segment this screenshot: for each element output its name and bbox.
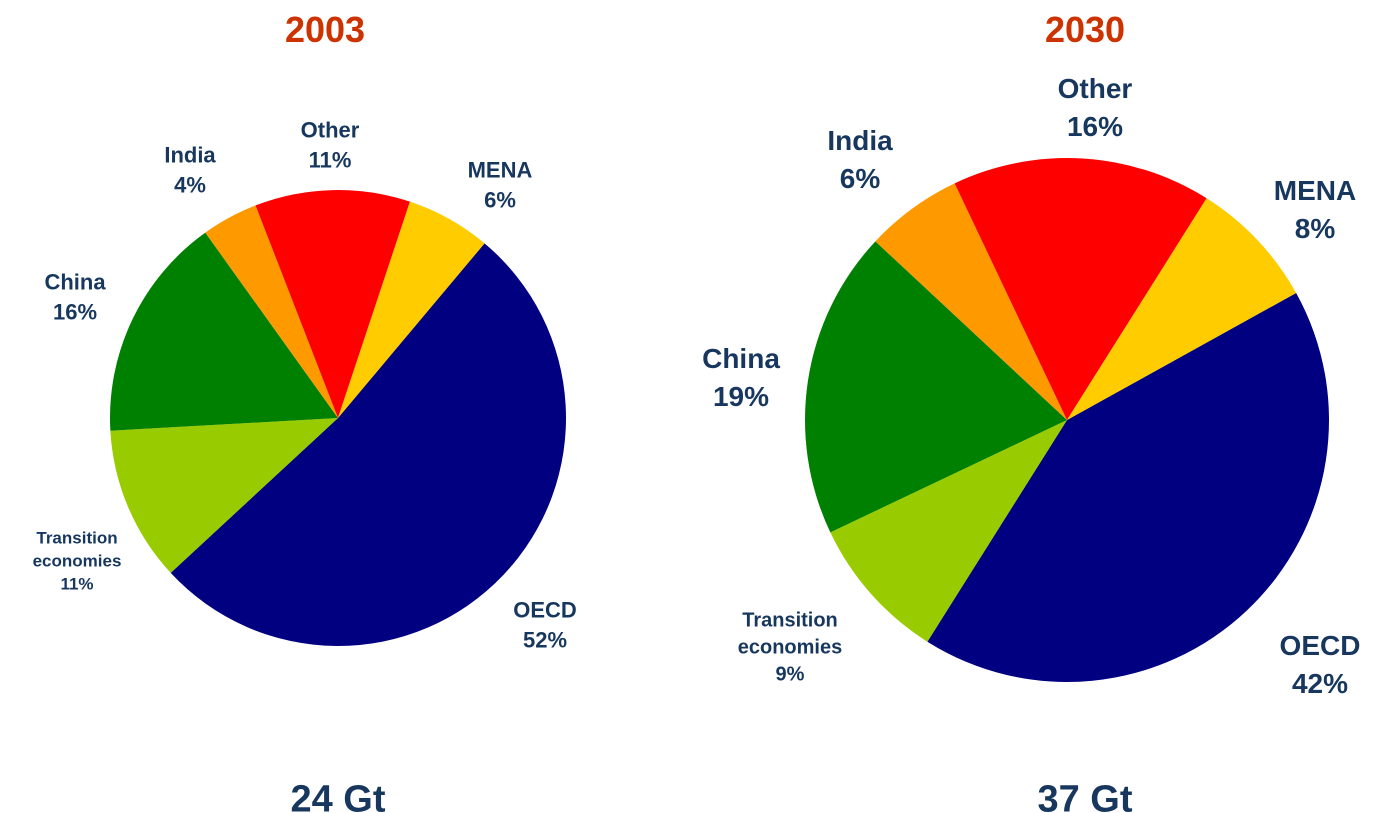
slice-label: China 16% <box>0 267 150 326</box>
value-label: 16% <box>52 299 98 324</box>
category-name: OECD <box>513 597 577 623</box>
pie-slice <box>110 418 339 573</box>
value-label: 52% <box>522 627 568 652</box>
slice-label: China 19% <box>666 340 816 416</box>
slice-label: OECD 42% <box>1245 627 1381 703</box>
slice-label: Other 11% <box>255 115 405 174</box>
pie-slice <box>255 190 410 418</box>
value-label: 4% <box>174 172 206 197</box>
value-label: 6% <box>839 163 881 194</box>
category-name: India <box>827 125 893 157</box>
slice-label: India 6% <box>785 122 935 198</box>
slice-label: Transition economies 9% <box>710 608 870 689</box>
chart-caption: 37 Gt <box>1037 778 1133 813</box>
slice-label: MENA 6% <box>425 155 575 214</box>
slice-label: Other 16% <box>1020 70 1170 146</box>
value-label: 19% <box>712 381 770 412</box>
value-label: 42% <box>1291 668 1349 699</box>
pie-slice <box>805 241 1067 533</box>
category-name: MENA <box>467 157 533 183</box>
category-name: China <box>702 343 780 375</box>
chart-title: 2030 <box>1044 9 1126 50</box>
category-name: India <box>164 142 216 168</box>
category-name: MENA <box>1273 175 1357 207</box>
value-label: 16% <box>1066 111 1124 142</box>
slice-label: India 4% <box>115 140 265 199</box>
value-label: 8% <box>1294 213 1336 244</box>
pie-slice <box>954 158 1207 420</box>
slice-label: Transition economies 11% <box>12 528 142 597</box>
category-name: Transition economies <box>32 528 122 571</box>
pie-slice <box>1067 198 1297 420</box>
pie-slice <box>170 243 567 647</box>
pie-slice <box>830 420 1067 642</box>
value-label: 11% <box>60 574 94 594</box>
value-label: 6% <box>484 187 516 212</box>
category-name: Transition economies <box>737 609 843 659</box>
pie-slice <box>875 183 1067 420</box>
category-name: Other <box>300 117 360 143</box>
pie-slice <box>927 292 1329 683</box>
pie-slice <box>338 201 485 418</box>
slice-label: MENA 8% <box>1240 172 1381 248</box>
slice-label: OECD 52% <box>470 595 620 654</box>
value-label: 11% <box>308 147 352 172</box>
value-label: 9% <box>775 663 805 686</box>
category-name: Other <box>1057 73 1133 105</box>
chart-title: 2003 <box>284 9 366 50</box>
pie-slice <box>110 232 338 431</box>
category-name: OECD <box>1279 630 1361 662</box>
chart-caption: 24 Gt <box>290 778 386 813</box>
pie-slice <box>205 205 338 418</box>
category-name: China <box>44 269 106 295</box>
